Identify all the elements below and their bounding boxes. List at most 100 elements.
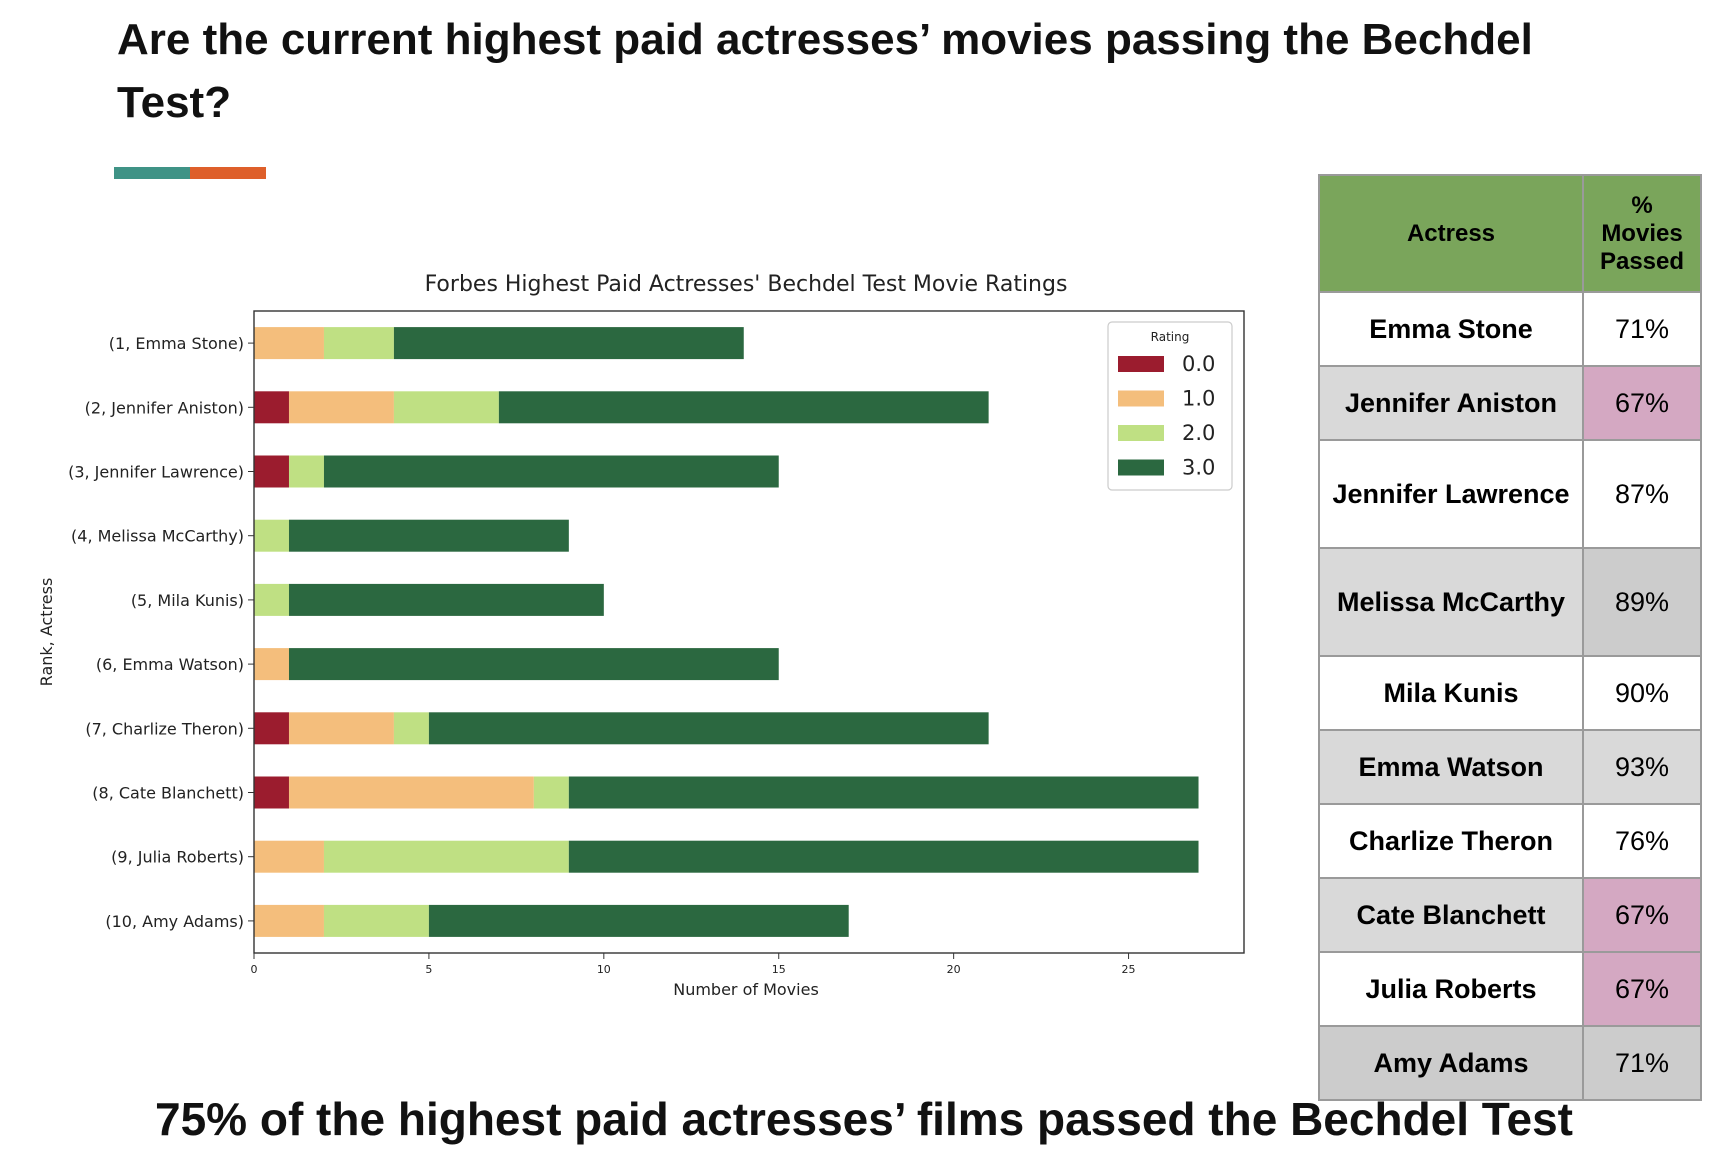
legend-label: 3.0 — [1182, 456, 1215, 480]
bar-segment — [254, 904, 324, 937]
bar-segment — [498, 391, 989, 424]
chart-legend: Rating 0.0 1.0 2.0 3.0 — [1107, 321, 1233, 491]
bar-segment — [288, 776, 534, 809]
header-pct-passed: % Movies Passed — [1582, 174, 1702, 293]
bar-segment — [323, 327, 394, 360]
pct-passed-cell: 90% — [1582, 655, 1702, 731]
table-header-row: Actress % Movies Passed — [1318, 174, 1702, 293]
y-tick-label: (5, Mila Kunis) — [131, 591, 244, 610]
table-row: Charlize Theron 76% — [1318, 803, 1702, 879]
bar-segment — [254, 327, 324, 360]
bar-segment — [288, 583, 604, 616]
bar-segment — [393, 327, 744, 360]
legend-swatch — [1118, 425, 1164, 441]
bar-segment — [254, 391, 289, 424]
bar-segment — [428, 712, 989, 745]
table-row: Mila Kunis 90% — [1318, 655, 1702, 731]
pct-passed-cell: 87% — [1582, 439, 1702, 549]
y-tick-label: (7, Charlize Theron) — [85, 719, 244, 738]
y-tick-label: (6, Emma Watson) — [96, 655, 244, 674]
legend-title: Rating — [1151, 330, 1190, 344]
bar-segment — [393, 391, 499, 424]
pct-passed-cell: 67% — [1582, 365, 1702, 441]
actress-cell: Amy Adams — [1318, 1025, 1584, 1101]
bar-segment — [323, 840, 569, 873]
bars-layer — [254, 327, 1199, 937]
bar-segment — [254, 519, 289, 552]
legend-label: 0.0 — [1182, 352, 1215, 376]
table-row: Amy Adams 71% — [1318, 1025, 1702, 1101]
plot-frame — [253, 310, 1245, 954]
pct-passed-cell: 93% — [1582, 729, 1702, 805]
slide-title: Are the current highest paid actresses’ … — [117, 15, 1533, 127]
pct-passed-cell: 89% — [1582, 547, 1702, 657]
table-body: Emma Stone 71% Jennifer Aniston 67% Jennifer… — [1318, 291, 1702, 1101]
table-row: Melissa McCarthy 89% — [1318, 547, 1702, 657]
legend-swatch — [1118, 356, 1164, 372]
y-axis-label: Rank, Actress — [37, 578, 56, 687]
bar-segment — [428, 904, 849, 937]
pct-passed-cell: 71% — [1582, 291, 1702, 367]
bar-segment — [323, 455, 779, 488]
table-row: Jennifer Lawrence 87% — [1318, 439, 1702, 549]
accent-bar-teal — [114, 167, 190, 179]
actress-cell: Mila Kunis — [1318, 655, 1584, 731]
actress-cell: Julia Roberts — [1318, 951, 1584, 1027]
table-row: Cate Blanchett 67% — [1318, 877, 1702, 953]
bar-segment — [288, 712, 394, 745]
chart-svg: Forbes Highest Paid Actresses' Bechdel T… — [37, 272, 1245, 999]
legend-swatch — [1118, 459, 1164, 476]
pct-passed-cell: 67% — [1582, 877, 1702, 953]
bar-segment — [254, 583, 289, 616]
y-tick-label: (1, Emma Stone) — [109, 334, 244, 353]
x-tick-label: 25 — [1122, 963, 1136, 976]
pct-passed-cell: 71% — [1582, 1025, 1702, 1101]
bar-segment — [254, 648, 289, 681]
y-tick-label: (4, Melissa McCarthy) — [71, 527, 244, 546]
accent-bar-orange — [190, 167, 266, 179]
table-row: Jennifer Aniston 67% — [1318, 365, 1702, 441]
pass-rate-table: Actress % Movies Passed Emma Stone 71% Jen… — [1318, 174, 1702, 1101]
legend-swatch — [1118, 390, 1164, 407]
bar-segment — [568, 840, 1199, 873]
table-row: Julia Roberts 67% — [1318, 951, 1702, 1027]
actress-cell: Jennifer Aniston — [1318, 365, 1584, 441]
bar-segment — [533, 776, 569, 809]
bar-segment — [568, 776, 1199, 809]
actress-cell: Emma Watson — [1318, 729, 1584, 805]
bar-segment — [288, 519, 569, 552]
actress-cell: Jennifer Lawrence — [1318, 439, 1584, 549]
header-actress: Actress — [1318, 174, 1584, 293]
y-tick-label: (3, Jennifer Lawrence) — [68, 463, 244, 482]
chart-title: Forbes Highest Paid Actresses' Bechdel T… — [425, 272, 1068, 297]
bar-segment — [254, 776, 289, 809]
y-tick-label: (8, Cate Blanchett) — [92, 784, 244, 803]
x-tick-label: 20 — [947, 963, 961, 976]
actress-cell: Melissa McCarthy — [1318, 547, 1584, 657]
actress-cell: Emma Stone — [1318, 291, 1584, 367]
x-axis-label: Number of Movies — [673, 980, 819, 999]
bar-segment — [288, 648, 779, 681]
bar-segment — [288, 455, 324, 488]
bar-segment — [323, 904, 429, 937]
y-tick-label: (9, Julia Roberts) — [111, 848, 244, 867]
takeaway-text: 75% of the highest paid actresses’ films… — [155, 1093, 1573, 1145]
bar-segment — [254, 712, 289, 745]
legend-label: 1.0 — [1182, 387, 1215, 411]
bechdel-chart: Forbes Highest Paid Actresses' Bechdel T… — [0, 255, 1260, 1015]
bar-segment — [393, 712, 429, 745]
x-tick-label: 5 — [425, 963, 432, 976]
pct-passed-cell: 76% — [1582, 803, 1702, 879]
accent-bar — [114, 167, 266, 179]
table-row: Emma Stone 71% — [1318, 291, 1702, 367]
bar-segment — [254, 840, 324, 873]
table-row: Emma Watson 93% — [1318, 729, 1702, 805]
bar-segment — [288, 391, 394, 424]
legend-label: 2.0 — [1182, 421, 1215, 445]
x-tick-label: 15 — [772, 963, 786, 976]
y-tick-label: (2, Jennifer Aniston) — [85, 398, 244, 417]
axes-layer: (1, Emma Stone) (2, Jennifer Aniston) (3, … — [68, 310, 1245, 976]
bar-segment — [254, 455, 289, 488]
actress-cell: Cate Blanchett — [1318, 877, 1584, 953]
y-tick-label: (10, Amy Adams) — [105, 912, 244, 931]
